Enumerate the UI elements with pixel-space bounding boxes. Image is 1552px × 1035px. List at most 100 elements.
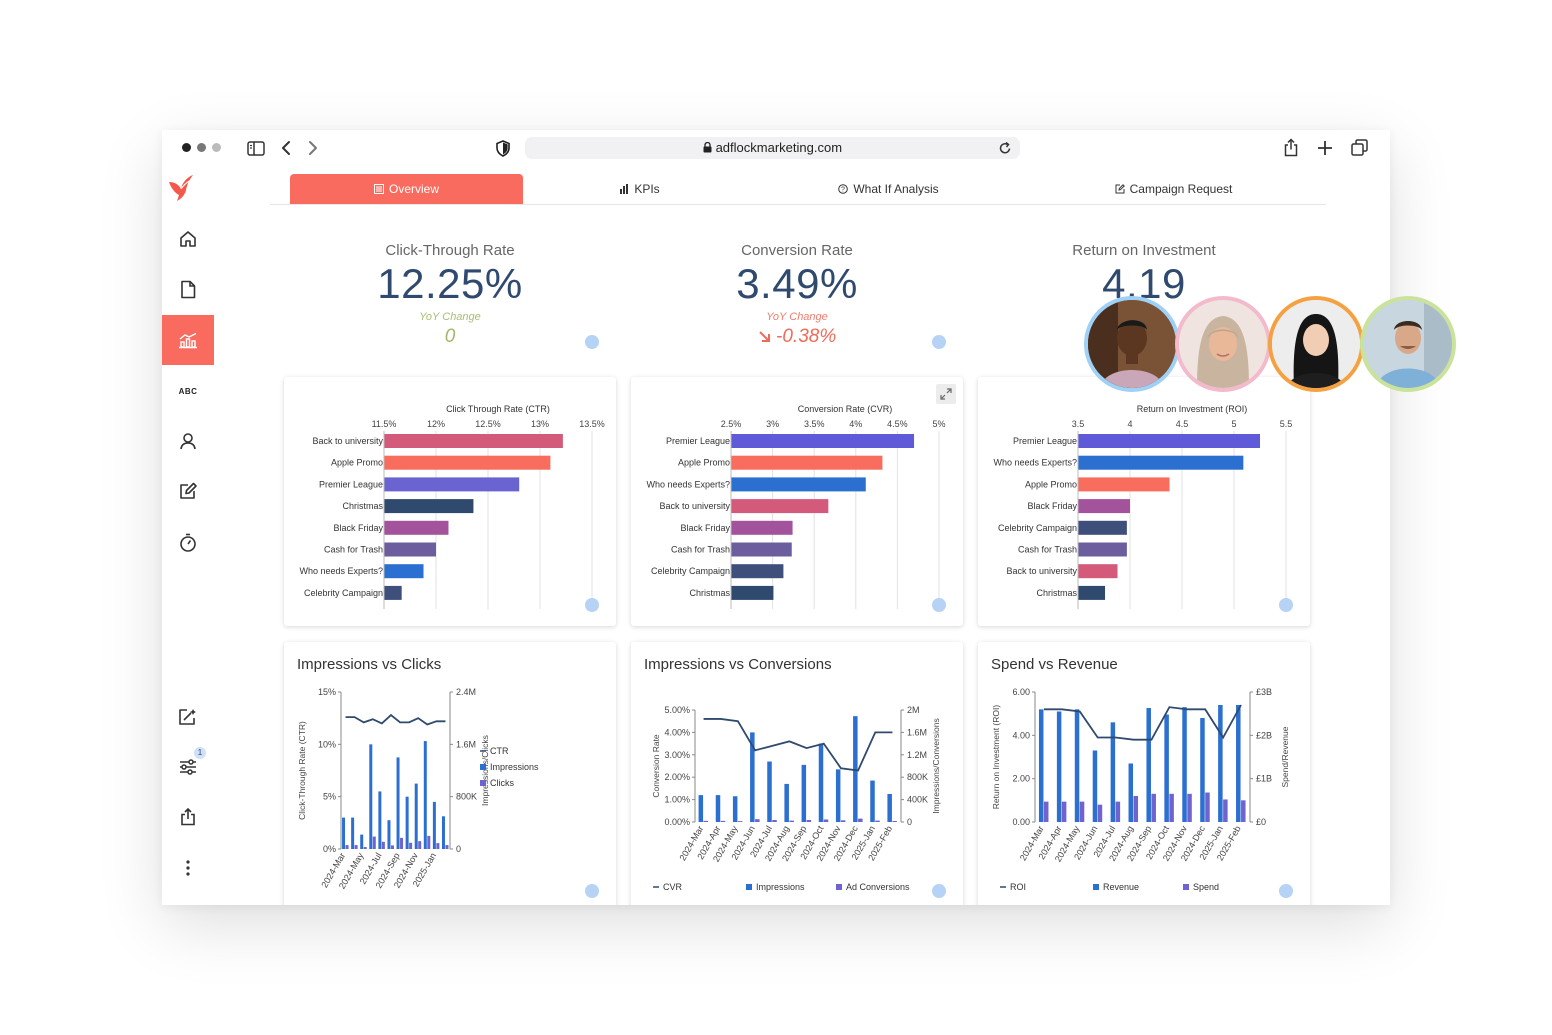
right-axis-label: Impressions/Clicks bbox=[480, 735, 490, 806]
sidebar-item-profile[interactable] bbox=[162, 416, 214, 466]
sidebar-item-home[interactable] bbox=[162, 214, 214, 264]
left-tick-label: 15% bbox=[318, 687, 336, 697]
bar-ad-conversions bbox=[840, 820, 846, 822]
right-tick-label: 1.6M bbox=[907, 727, 927, 737]
bar-impressions bbox=[887, 794, 892, 822]
timer-icon bbox=[180, 533, 196, 552]
magic-edit-icon bbox=[179, 709, 196, 725]
bar-impressions bbox=[698, 795, 704, 822]
bar-clicks bbox=[354, 845, 358, 849]
bar-impressions bbox=[405, 796, 409, 849]
category-label: Black Friday bbox=[333, 523, 383, 533]
bar-impressions bbox=[835, 769, 841, 822]
avatar-collaborator-2[interactable] bbox=[1175, 296, 1271, 392]
bar bbox=[384, 585, 402, 600]
person-2-portrait bbox=[1179, 300, 1267, 388]
tab-overview-label: Overview bbox=[388, 182, 439, 196]
adflock-logo[interactable] bbox=[167, 173, 195, 203]
back-arrow-icon[interactable] bbox=[281, 140, 291, 156]
forward-arrow-icon[interactable] bbox=[308, 140, 318, 156]
sidebar-item-documents[interactable] bbox=[162, 264, 214, 314]
kpi-ctr-info-icon[interactable] bbox=[585, 335, 599, 349]
chart-info-icon[interactable] bbox=[1279, 598, 1293, 612]
bar bbox=[384, 477, 520, 492]
sidebar-item-analytics[interactable] bbox=[162, 315, 214, 365]
avatar-collaborator-3[interactable] bbox=[1268, 296, 1364, 392]
legend-label: ROI bbox=[1010, 882, 1026, 892]
bar-spend bbox=[1097, 804, 1103, 822]
tab-overview[interactable]: Overview bbox=[290, 174, 523, 204]
kpi-cvr-info-icon[interactable] bbox=[932, 335, 946, 349]
left-axis-label: Click-Through Rate (CTR) bbox=[297, 721, 307, 820]
chart-info-icon[interactable] bbox=[585, 884, 599, 898]
impressions-clicks-title: Impressions vs Clicks bbox=[297, 656, 442, 673]
bar-impressions bbox=[378, 791, 382, 849]
tab-what-if[interactable]: ? What If Analysis bbox=[756, 174, 1021, 204]
sidebar-item-abc[interactable]: ABC bbox=[162, 366, 214, 416]
tab-kpis[interactable]: KPIs bbox=[523, 174, 756, 204]
kpi-cvr-label: Conversion Rate bbox=[741, 242, 853, 259]
legend-label: CVR bbox=[663, 882, 683, 892]
reload-icon[interactable] bbox=[999, 141, 1012, 155]
shield-icon[interactable] bbox=[495, 140, 511, 157]
chart-info-icon[interactable] bbox=[932, 598, 946, 612]
bar-impressions bbox=[801, 764, 807, 822]
share-page-icon[interactable] bbox=[1283, 138, 1299, 157]
chart-info-icon[interactable] bbox=[1279, 884, 1293, 898]
bar-chart-icon bbox=[620, 184, 629, 194]
avatar-collaborator-1[interactable] bbox=[1084, 296, 1180, 392]
bar-impressions bbox=[441, 816, 445, 849]
bar-revenue bbox=[1182, 707, 1187, 822]
address-bar[interactable]: adflockmarketing.com bbox=[525, 137, 1020, 159]
sidebar-item-export[interactable] bbox=[162, 792, 214, 842]
bar-impressions bbox=[342, 817, 346, 849]
category-label: Apple Promo bbox=[331, 458, 383, 468]
new-tab-icon[interactable] bbox=[1317, 140, 1333, 156]
ctr-chart-card: Click Through Rate (CTR) 11.5% 12% 12.5% 13%… bbox=[284, 377, 616, 626]
chart-info-icon[interactable] bbox=[585, 598, 599, 612]
tab-campaign-request[interactable]: Campaign Request bbox=[1021, 174, 1326, 204]
bar-ad-conversions bbox=[806, 820, 812, 822]
sidebar-item-edit[interactable] bbox=[162, 466, 214, 516]
sidebar-item-more[interactable] bbox=[162, 843, 214, 893]
x-tick-label: 13.5% bbox=[579, 419, 605, 429]
maximize-window-dot[interactable] bbox=[212, 143, 221, 152]
bar-impressions bbox=[423, 741, 427, 849]
svg-text:?: ? bbox=[841, 187, 845, 194]
minimize-window-dot[interactable] bbox=[197, 143, 206, 152]
tab-overview-icon[interactable] bbox=[1351, 139, 1368, 156]
tab-kpis-label: KPIs bbox=[634, 182, 660, 196]
sidebar-item-magic-edit[interactable] bbox=[162, 692, 214, 742]
sidebar-item-filters[interactable]: 1 bbox=[162, 742, 214, 792]
bar bbox=[731, 455, 883, 470]
legend-label: Spend bbox=[1193, 882, 1219, 892]
sidebar-item-timer[interactable] bbox=[162, 517, 214, 567]
impressions-conversions-card: Impressions vs Conversions 0.00% 1.00% 2.0… bbox=[631, 642, 963, 905]
bar bbox=[731, 520, 793, 535]
lock-icon bbox=[703, 141, 712, 153]
right-tick-label: 0 bbox=[456, 844, 461, 854]
category-label: Black Friday bbox=[680, 523, 730, 533]
category-label: Apple Promo bbox=[1025, 479, 1077, 489]
legend-label: CTR bbox=[490, 746, 509, 756]
legend-swatch bbox=[836, 884, 842, 890]
edit-icon bbox=[179, 482, 197, 499]
sidebar-toggle-icon[interactable] bbox=[247, 141, 265, 156]
chart-info-icon[interactable] bbox=[932, 884, 946, 898]
kpi-cvr: Conversion Rate 3.49% bbox=[632, 242, 962, 308]
person-4-portrait bbox=[1364, 300, 1452, 388]
chart-title: Click Through Rate (CTR) bbox=[446, 404, 550, 414]
left-tick-label: 6.00 bbox=[1012, 687, 1030, 697]
bar-spend bbox=[1061, 801, 1067, 822]
expand-button[interactable] bbox=[936, 384, 956, 404]
legend-label: Impressions bbox=[756, 882, 805, 892]
bar bbox=[731, 564, 784, 579]
x-tick-label: 2.5% bbox=[721, 419, 742, 429]
bar-spend bbox=[1115, 801, 1121, 822]
category-label: Back to university bbox=[312, 436, 383, 446]
category-label: Back to university bbox=[659, 501, 730, 511]
close-window-dot[interactable] bbox=[182, 143, 191, 152]
avatar-collaborator-4[interactable] bbox=[1360, 296, 1456, 392]
bar-clicks bbox=[400, 837, 404, 849]
impressions-conversions-chart: 0.00% 1.00% 2.00% 3.00% 4.00% 5.00% 0 400K 800K 1… bbox=[651, 705, 946, 898]
